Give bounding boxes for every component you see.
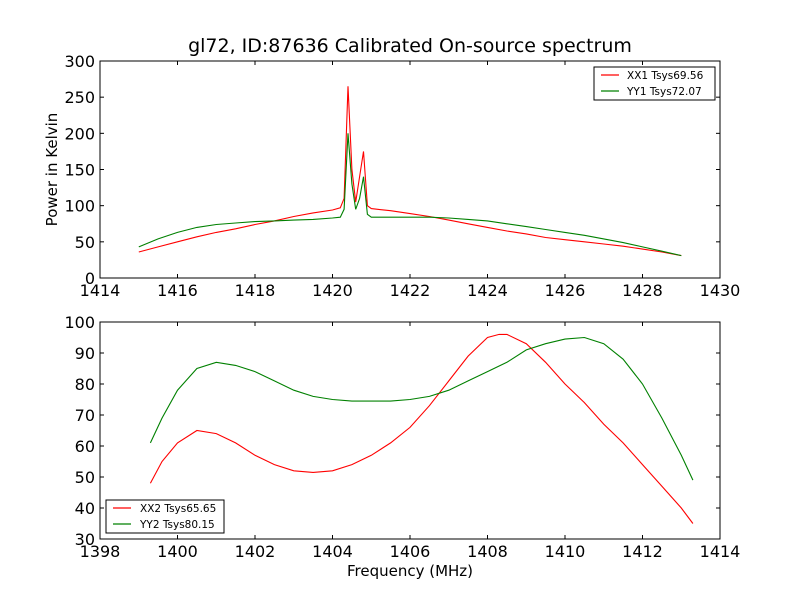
ticks-group: 1414 1416 1418 1420 1422 1424 1426 1428 1430 0 50 1… (64, 52, 740, 300)
top-spectrum-chart: gl72, ID:87636 Calibrated On-source spec… (43, 35, 740, 300)
x-tick-label: 1428 (622, 281, 663, 300)
legend-box (593, 66, 716, 101)
x-tick-label: 1402 (235, 542, 276, 561)
legend-label-xx2: XX2 Tsys65.65 (140, 503, 216, 515)
y-tick-label: 70 (75, 406, 95, 425)
x-tick-label: 1414 (80, 281, 121, 300)
y-tick-label: 90 (75, 344, 95, 363)
series-group (138, 86, 682, 257)
y-tick-label: 40 (75, 499, 95, 518)
series-line-yy1 (138, 133, 682, 257)
x-tick-label: 1398 (80, 542, 121, 561)
x-tick-label: 1404 (312, 542, 353, 561)
y-tick-label: 80 (75, 375, 95, 394)
y-tick-label: 300 (64, 52, 95, 71)
x-tick-label: 1400 (157, 542, 198, 561)
x-tick-label: 1420 (312, 281, 353, 300)
x-axis-label: Frequency (MHz) (347, 562, 473, 580)
bottom-spectrum-chart: 1398 1400 1402 1404 1406 1408 1410 1412 1414 30 40… (64, 313, 740, 580)
legend-box (105, 499, 225, 534)
x-tick-label: 1412 (622, 542, 663, 561)
series-line-xx2 (149, 333, 694, 524)
y-tick-label: 250 (64, 88, 95, 107)
legend: XX1 Tsys69.56 YY1 Tsys72.07 (593, 66, 716, 101)
x-tick-label: 1408 (467, 542, 508, 561)
chart-title: gl72, ID:87636 Calibrated On-source spec… (188, 35, 632, 57)
series-group (149, 333, 694, 524)
y-axis-label: Power in Kelvin (43, 113, 61, 227)
x-tick-label: 1410 (545, 542, 586, 561)
x-tick-label: 1418 (235, 281, 276, 300)
x-tick-label: 1414 (700, 542, 741, 561)
legend: XX2 Tsys65.65 YY2 Tsys80.15 (105, 499, 225, 534)
x-tick-label: 1416 (157, 281, 198, 300)
x-tick-label: 1422 (390, 281, 431, 300)
series-line-xx1 (138, 86, 682, 257)
ticks-group: 1398 1400 1402 1404 1406 1408 1410 1412 1414 30 40… (64, 313, 740, 561)
series-line-yy2 (149, 336, 694, 481)
y-tick-label: 150 (64, 161, 95, 180)
y-tick-label: 100 (64, 197, 95, 216)
y-tick-label: 0 (85, 269, 95, 288)
x-tick-label: 1426 (545, 281, 586, 300)
legend-label-yy2: YY2 Tsys80.15 (139, 519, 215, 531)
y-tick-label: 50 (75, 468, 95, 487)
legend-label-yy1: YY1 Tsys72.07 (626, 86, 702, 98)
y-tick-label: 60 (75, 437, 95, 456)
legend-label-xx1: XX1 Tsys69.56 (627, 70, 704, 82)
y-tick-label: 30 (75, 530, 95, 549)
x-tick-label: 1406 (390, 542, 431, 561)
x-tick-label: 1424 (467, 281, 508, 300)
y-tick-label: 100 (64, 313, 95, 332)
x-tick-label: 1430 (700, 281, 741, 300)
y-tick-label: 50 (75, 233, 95, 252)
y-tick-label: 200 (64, 124, 95, 143)
